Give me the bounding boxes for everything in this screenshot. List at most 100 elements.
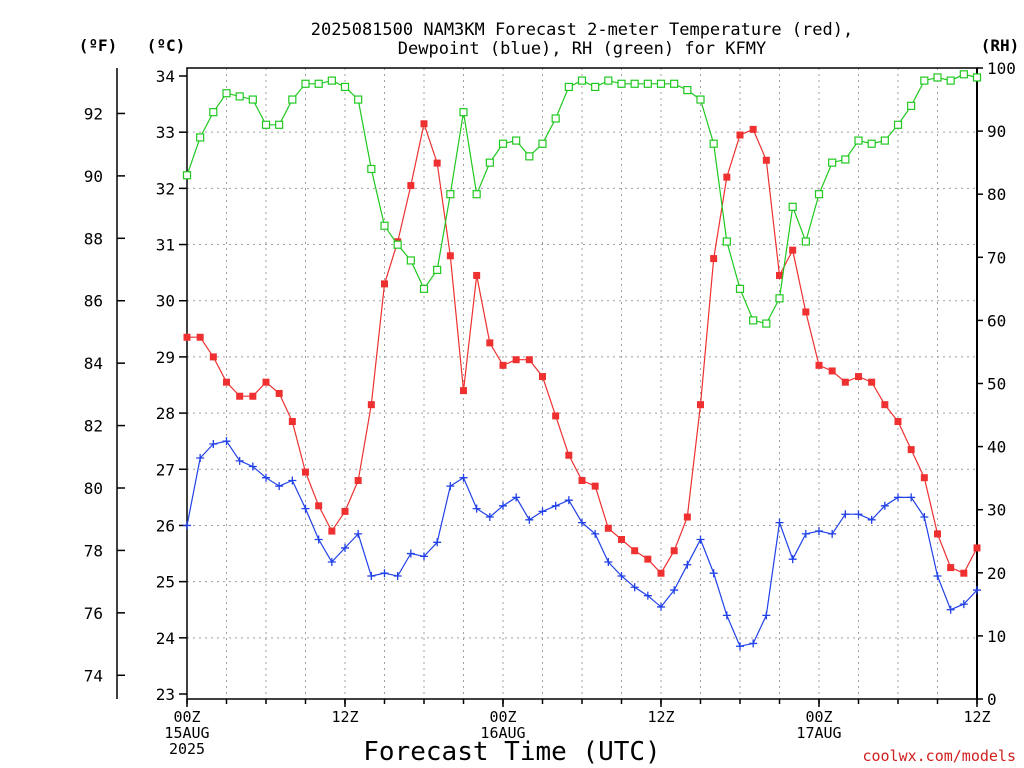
time-tick-label: 12Z [331,708,358,726]
temperature-point [236,392,244,400]
dewpoint-point [894,493,902,502]
temperature-point [565,451,573,459]
rh-point [367,164,376,174]
rh-point [512,136,521,145]
temperature-point [407,182,415,190]
fahrenheit-unit-label: (ºF) [79,36,118,55]
dewpoint-point [209,439,218,448]
dewpoint-point [222,437,231,446]
dewpoint-point [525,515,534,524]
rh-point [235,92,244,101]
fahrenheit-tick-label: 88 [84,229,103,248]
dewpoint-series [183,437,981,651]
rh-series [182,70,982,328]
temperature-point [618,536,625,543]
time-tick-label: 12Z [647,708,674,726]
temperature-point [920,474,928,482]
temperature-point [683,513,691,521]
dewpoint-point [696,535,705,544]
dewpoint-point [775,518,784,527]
temperature-point [433,159,441,167]
time-tick-label: 15AUG [164,724,209,742]
rh-point [670,79,679,88]
rh-point [801,237,810,246]
rh-point [380,221,389,230]
dewpoint-point [907,493,916,502]
temperature-point [710,255,718,263]
temperature-point [934,530,941,538]
dewpoint-point [499,501,507,510]
rh-unit-label: (RH) [981,36,1020,55]
dewpoint-point [722,611,731,620]
fahrenheit-tick-label: 74 [84,666,103,685]
temperature-point [328,527,336,535]
celsius-tick-label: 34 [156,67,175,86]
rh-point [551,114,560,123]
temperature-point [512,356,520,364]
rh-point [604,76,613,85]
dewpoint-point [854,510,863,519]
dewpoint-point [973,586,981,595]
rh-point [485,158,494,167]
dewpoint-point [248,462,257,471]
dewpoint-point [512,493,521,502]
temperature-point [460,387,467,395]
dewpoint-point [183,521,191,530]
rh-point [643,79,652,88]
celsius-tick-label: 28 [156,404,175,423]
temperature-point [302,468,309,476]
rh-tick-label: 30 [987,501,1006,520]
grid-lines [187,68,977,699]
rh-point [972,73,982,82]
dewpoint-point [196,454,205,463]
temperature-point [973,544,981,552]
rh-point [498,139,508,148]
temperature-point [828,367,836,375]
fahrenheit-tick-label: 76 [84,604,103,623]
temperature-point [578,477,586,485]
rh-point [538,139,547,148]
temperature-point [591,482,599,490]
rh-tick-label: 100 [987,59,1016,78]
temperature-point [723,173,731,181]
dewpoint-point [815,527,823,536]
rh-point [867,139,876,148]
tick-labels: 23 24 25 26 27 28 29 30 31 32 33 34 74 76 78 80 82 84 86 88… [84,59,1016,758]
rh-point [288,95,297,104]
rh-point [433,265,442,275]
celsius-tick-label: 30 [156,292,175,311]
temperature-point [473,271,481,279]
chart-title-line1: 2025081500 NAM3KM Forecast 2-meter Tempe… [311,20,853,40]
dewpoint-point [433,538,442,547]
dewpoint-point [736,642,744,651]
dewpoint-point [749,639,758,648]
temperature-point [789,246,797,254]
dewpoint-point [841,510,850,519]
rh-point [459,108,468,117]
dewpoint-point [235,456,244,465]
rh-point [209,108,218,117]
temperature-point [762,156,770,164]
rh-point [722,237,731,246]
rh-tick-label: 40 [987,438,1006,457]
temperature-point [749,125,757,133]
dewpoint-point [604,557,613,566]
temperature-point [604,524,612,532]
dewpoint-point [801,529,810,538]
rh-point [591,82,600,92]
chart-title-line2: Dewpoint (blue), RH (green) for KFMY [398,39,766,59]
rh-point [340,82,350,92]
celsius-tick-label: 25 [156,573,175,592]
rh-point [327,76,336,85]
temperature-point [354,477,362,485]
fahrenheit-tick-label: 84 [84,354,103,373]
rh-point [196,133,205,142]
fahrenheit-tick-label: 78 [84,541,103,560]
temperature-point [881,401,889,409]
rh-point [525,152,534,161]
rh-point [907,101,916,110]
time-tick-label: 2025 [169,740,205,758]
dewpoint-point [828,529,837,538]
dewpoint-point [670,586,679,595]
temperature-point [249,392,257,400]
